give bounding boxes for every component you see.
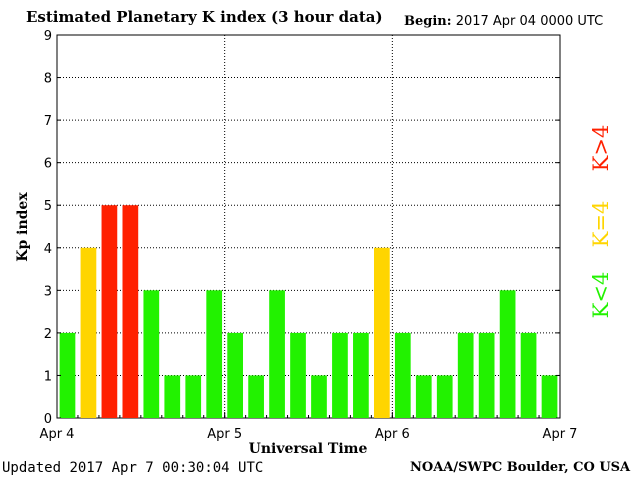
kp-bar — [269, 290, 285, 418]
y-tick-label: 4 — [44, 242, 52, 257]
legend-entry: K=4 — [589, 201, 613, 248]
kp-bar — [164, 375, 181, 418]
x-tick-label: Apr 7 — [543, 427, 578, 442]
kp-bar — [143, 290, 160, 418]
grid-lines — [57, 34, 560, 418]
legend-entry: K<4 — [589, 272, 613, 319]
y-tick-label: 3 — [44, 284, 52, 299]
axes: 0 1 2 3 4 5 6 7 8 9 Apr 4 Apr 5 Apr 6 Apr 7 — [40, 29, 578, 442]
kp-bar — [227, 332, 244, 418]
y-axis-title: Kp index — [15, 192, 31, 262]
kp-bar — [59, 332, 76, 418]
kp-bar — [101, 205, 118, 418]
y-tick-label: 5 — [44, 199, 52, 214]
kp-bars — [59, 205, 558, 418]
kp-bar — [520, 332, 537, 418]
updated-value: 2017 Apr 7 00:30:04 UTC — [69, 460, 264, 476]
y-tick-label: 7 — [44, 114, 52, 129]
x-tick-label: Apr 5 — [207, 427, 242, 442]
kp-bar — [436, 375, 453, 418]
begin-label: Begin: — [404, 14, 452, 29]
kp-bar — [499, 290, 516, 418]
kp-bar — [394, 332, 411, 418]
updated-timestamp: Updated 2017 Apr 7 00:30:04 UTC — [2, 460, 263, 476]
y-tick-label: 0 — [44, 412, 52, 427]
chart-title: Estimated Planetary K index (3 hour data… — [26, 8, 383, 26]
kp-bar — [80, 247, 97, 418]
updated-label: Updated — [2, 460, 62, 476]
x-tick-label: Apr 6 — [375, 427, 410, 442]
kp-bar — [185, 375, 202, 418]
kp-bar — [373, 247, 390, 418]
kp-bar — [206, 290, 223, 418]
begin-value: 2017 Apr 04 0000 UTC — [455, 14, 604, 29]
kp-bar — [311, 375, 327, 418]
kp-bar — [353, 332, 369, 418]
legend: K<4 K=4 K>4 — [589, 125, 613, 319]
y-tick-label: 9 — [44, 29, 52, 44]
legend-entry: K>4 — [589, 125, 613, 172]
y-tick-label: 8 — [44, 72, 52, 87]
kp-bar — [248, 375, 264, 418]
y-tick-label: 1 — [44, 369, 52, 384]
kp-bar — [122, 205, 139, 418]
credit-text: NOAA/SWPC Boulder, CO USA — [410, 460, 631, 475]
x-axis-title: Universal Time — [249, 441, 368, 457]
kp-bar — [415, 375, 432, 418]
begin-timestamp: Begin: 2017 Apr 04 0000 UTC — [404, 14, 603, 29]
kp-bar — [332, 332, 348, 418]
x-tick-label: Apr 4 — [40, 427, 75, 442]
kp-bar — [457, 332, 474, 418]
kp-bar — [290, 332, 306, 418]
y-tick-label: 6 — [44, 157, 52, 172]
kp-bar — [478, 332, 495, 418]
kp-bar — [541, 375, 558, 418]
y-tick-label: 2 — [44, 327, 52, 342]
